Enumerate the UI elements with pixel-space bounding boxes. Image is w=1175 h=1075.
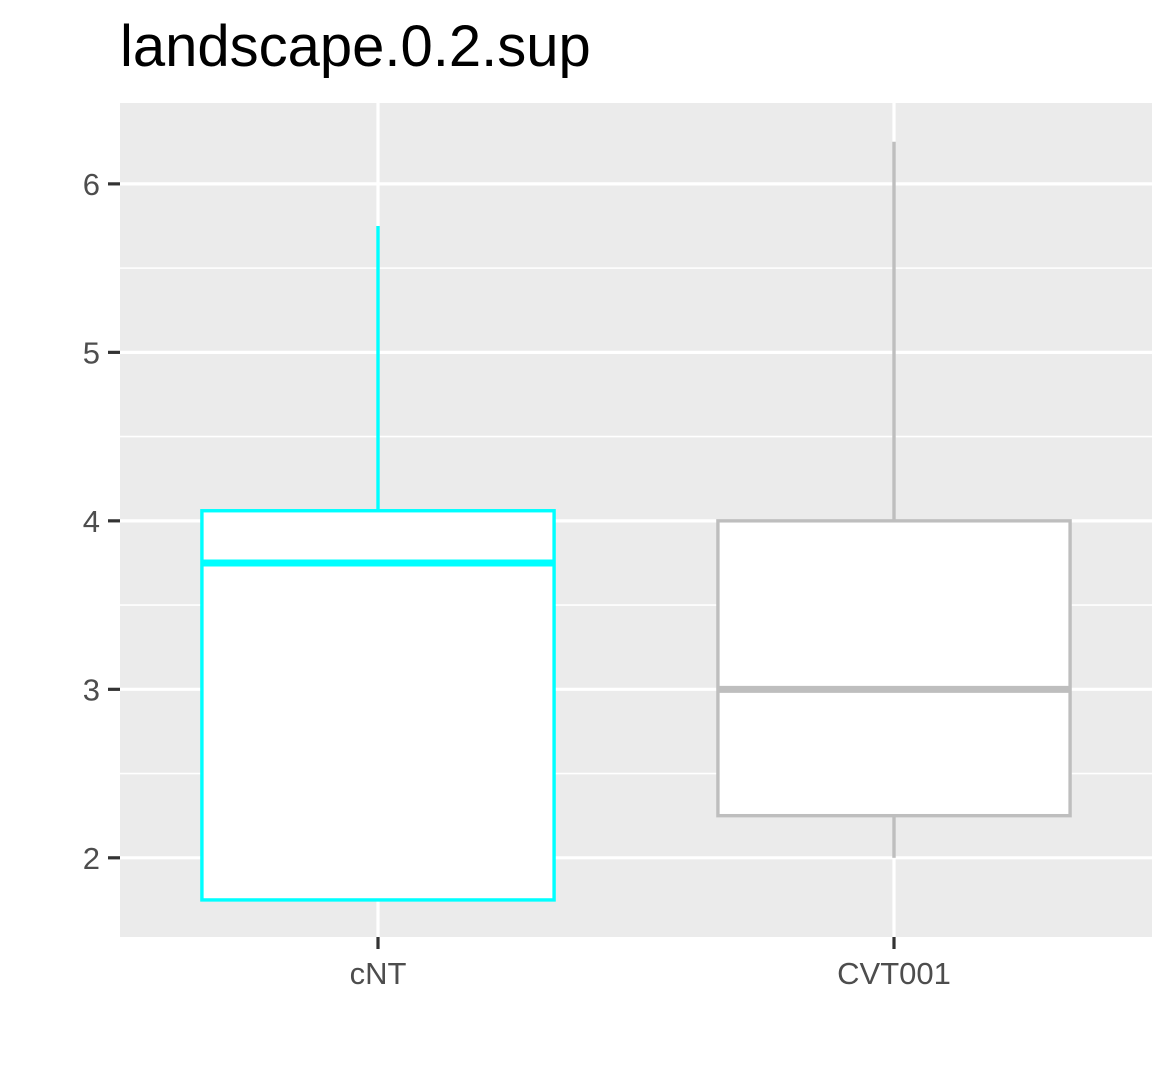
x-tick-label: cNT	[350, 956, 407, 991]
chart-title: landscape.0.2.sup	[120, 14, 591, 79]
y-tick-label: 6	[83, 167, 100, 202]
y-tick-label: 5	[83, 335, 100, 370]
box-cNT	[200, 225, 556, 902]
y-tick-label: 4	[83, 504, 100, 539]
axes: 2 3 4 5 6 cNT CVT001	[83, 167, 951, 991]
box-body	[200, 509, 556, 902]
y-tick-label: 3	[83, 672, 100, 707]
box-CVT001	[716, 141, 1072, 858]
box-body	[716, 519, 1072, 818]
x-tick-label: CVT001	[837, 956, 951, 991]
boxes	[200, 141, 1072, 902]
y-tick-label: 2	[83, 841, 100, 876]
